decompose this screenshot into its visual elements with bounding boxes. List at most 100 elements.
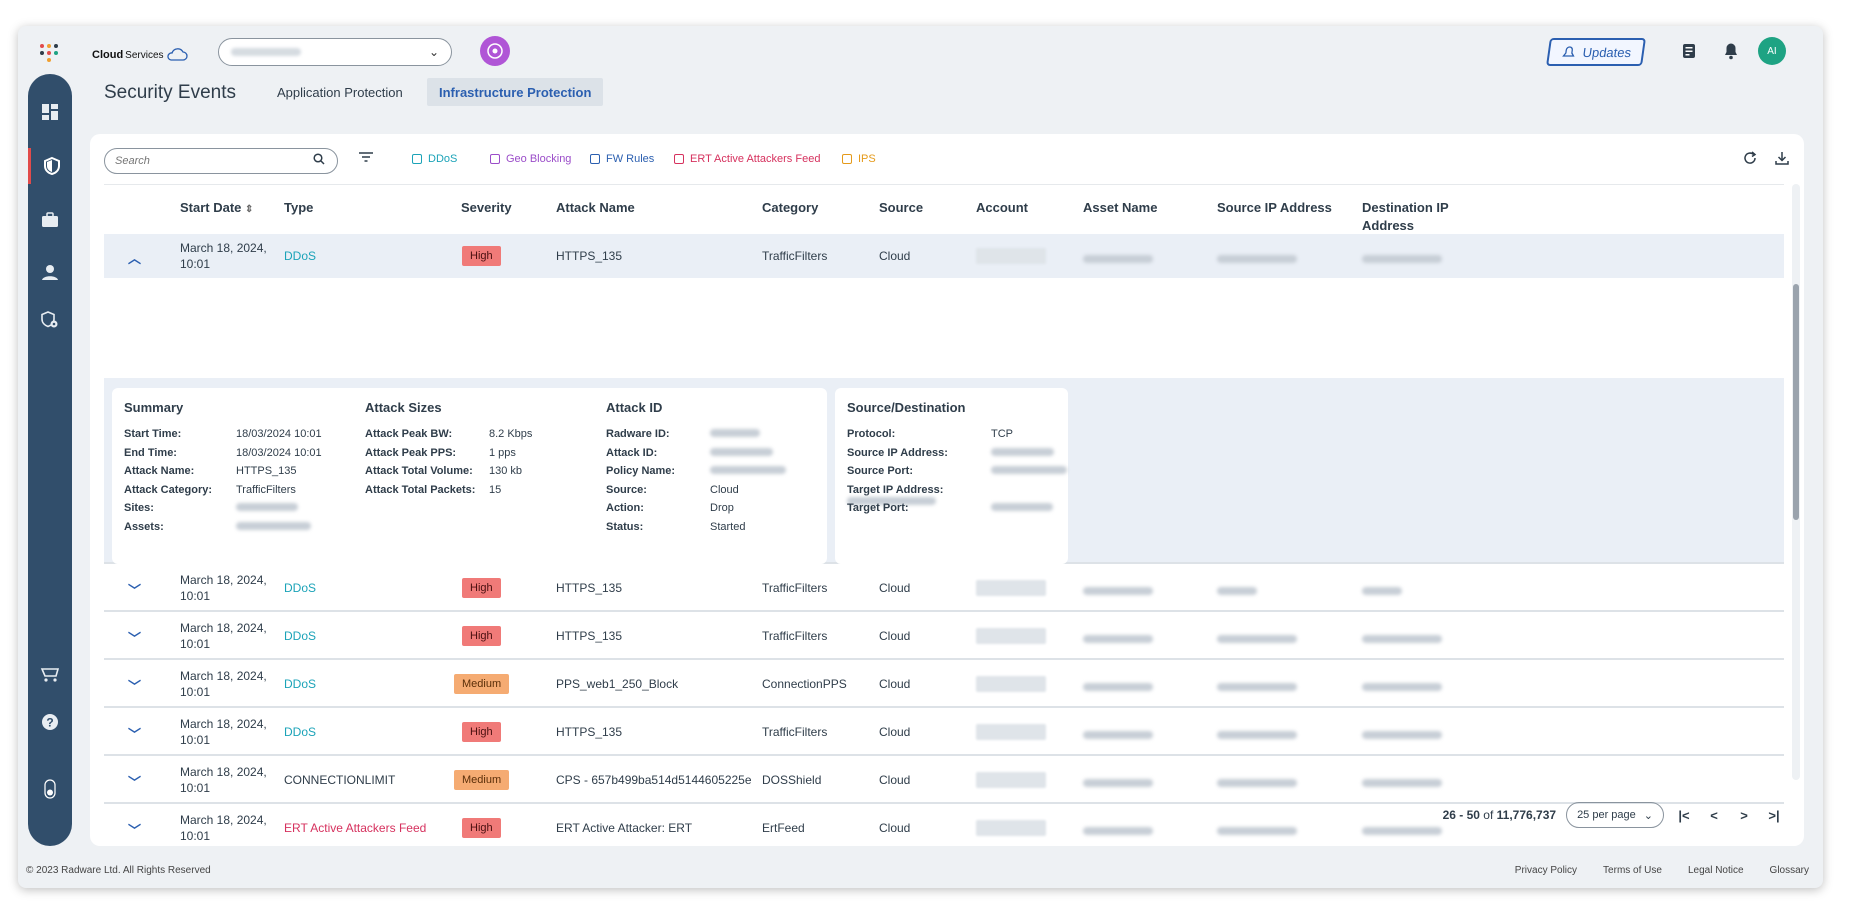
expand-chevron-icon[interactable]: ﹀ — [128, 679, 142, 694]
tab-application-protection[interactable]: Application Protection — [277, 84, 403, 100]
detail-key: Attack Total Packets: — [365, 483, 476, 496]
table-row[interactable]: ﹀ March 18, 2024, 10:01 DDoS High HTTPS_135 Tr… — [104, 708, 1784, 756]
per-page-select[interactable]: 25 per page ⌄ — [1566, 802, 1664, 828]
assistant-chat-icon[interactable] — [480, 36, 510, 66]
detail-field: Source Port: — [847, 465, 1067, 477]
checkbox[interactable] — [842, 154, 852, 164]
table-row[interactable]: ﹀ March 18, 2024, 10:01 DDoS High HTTPS_135 Tr… — [104, 612, 1784, 660]
expand-chevron-icon[interactable]: ﹀ — [128, 823, 142, 838]
previous-page-icon[interactable]: < — [1710, 807, 1718, 823]
footer-link-privacy[interactable]: Privacy Policy — [1514, 865, 1578, 876]
source-ip-cell-redacted — [1217, 824, 1297, 838]
account-select[interactable]: ⌄ — [218, 38, 452, 66]
detail-value-redacted — [236, 502, 298, 514]
detail-field: End Time: 18/03/2024 10:01 — [124, 447, 322, 459]
page-title: Security Events — [104, 82, 236, 103]
severity-badge: High — [462, 246, 501, 266]
sidebar-item-store[interactable] — [28, 656, 72, 692]
type-cell: DDoS — [284, 725, 317, 739]
expand-chevron-icon[interactable]: ﹀ — [128, 583, 142, 598]
shield-icon — [43, 156, 60, 176]
footer-link-legal[interactable]: Legal Notice — [1687, 865, 1744, 876]
table-row[interactable]: ︿ March 18, 2024, 10:01 DDoS High HTTPS_135 Tr… — [104, 234, 1784, 278]
account-cell-redacted — [976, 248, 1046, 267]
table-scrollbar[interactable] — [1792, 184, 1800, 780]
column-severity: Severity — [461, 200, 512, 215]
detail-key: Start Time: — [124, 428, 182, 440]
refresh-icon[interactable] — [1742, 150, 1758, 171]
type-cell: ERT Active Attackers Feed — [284, 821, 427, 835]
attack-name-cell: PPS_web1_250_Block — [556, 677, 679, 691]
detail-field: Protocol: TCP — [847, 428, 1013, 440]
updates-label: Updates — [1581, 44, 1633, 60]
sidebar-item-users[interactable] — [28, 254, 72, 290]
detail-value-redacted — [710, 428, 760, 440]
first-page-icon[interactable]: |< — [1678, 807, 1690, 823]
collapse-chevron-icon[interactable]: ︿ — [128, 251, 142, 266]
column-destination-ip: Destination IP Address — [1362, 200, 1449, 233]
start-date-cell: March 18, 2024, 10:01 — [180, 717, 267, 747]
sidebar-item-services[interactable] — [28, 202, 72, 238]
filter-geo-blocking[interactable]: Geo Blocking — [490, 153, 571, 165]
account-select-value-redacted — [231, 48, 301, 56]
download-icon[interactable] — [1774, 150, 1790, 171]
sidebar-toggle[interactable] — [28, 764, 72, 814]
source-cell: Cloud — [879, 821, 911, 835]
filter-icon[interactable] — [358, 150, 374, 169]
last-page-icon[interactable]: >| — [1768, 807, 1780, 823]
detail-field: Sites: — [124, 502, 298, 514]
sidebar-item-security[interactable] — [28, 148, 72, 184]
filter-ddos[interactable]: DDoS — [412, 153, 457, 165]
detail-field: Attack Name: HTTPS_135 — [124, 465, 297, 477]
footer-link-glossary[interactable]: Glossary — [1769, 865, 1809, 876]
sort-icon[interactable]: ⇕ — [245, 204, 254, 215]
expand-chevron-icon[interactable]: ﹀ — [128, 631, 142, 646]
sidebar-item-dashboard[interactable] — [28, 94, 72, 130]
notification-bell-icon[interactable] — [1720, 40, 1742, 62]
tab-infrastructure-protection[interactable]: Infrastructure Protection — [427, 78, 604, 106]
user-icon — [42, 265, 58, 280]
checkbox[interactable] — [490, 154, 500, 164]
table-row[interactable]: ﹀ March 18, 2024, 10:01 ERT Active Attacker… — [104, 804, 1784, 846]
detail-key: Attack Peak PPS: — [365, 446, 457, 459]
filter-ert-active-attackers-feed[interactable]: ERT Active Attackers Feed — [674, 153, 820, 165]
checkbox[interactable] — [412, 154, 422, 164]
pagination: 26 - 50 of 11,776,737 25 per page ⌄ |< < … — [1443, 802, 1784, 828]
table-row[interactable]: ﹀ March 18, 2024, 10:01 DDoS Medium PPS_web1_… — [104, 660, 1784, 708]
checkbox[interactable] — [674, 154, 684, 164]
scrollbar-thumb[interactable] — [1793, 284, 1799, 520]
source-cell: Cloud — [879, 725, 911, 739]
detail-key: Attack ID: — [606, 446, 658, 459]
expand-chevron-icon[interactable]: ﹀ — [128, 727, 142, 742]
expand-chevron-icon[interactable]: ﹀ — [128, 775, 142, 790]
search-icon[interactable] — [313, 153, 325, 168]
detail-key: Attack Category: — [124, 483, 213, 496]
start-date-cell: March 18, 2024, 10:01 — [180, 573, 267, 603]
footer: © 2023 Radware Ltd. All Rights Reserved … — [18, 862, 1823, 882]
column-start-date[interactable]: Start Date ⇕ — [180, 200, 254, 215]
detail-key: Assets: — [124, 520, 164, 533]
table-row[interactable]: ﹀ March 18, 2024, 10:01 DDoS High HTTPS_135 Tr… — [104, 564, 1784, 612]
attack-name-cell: ERT Active Attacker: ERT — [556, 821, 693, 835]
search-input[interactable] — [115, 155, 305, 167]
source-ip-cell-redacted — [1217, 776, 1297, 790]
event-details: Summary Start Time: 18/03/2024 10:01 End T… — [104, 378, 1784, 564]
filter-ips[interactable]: IPS — [842, 153, 876, 165]
app-grid-logo-icon[interactable] — [38, 42, 62, 64]
updates-button[interactable]: Updates — [1546, 38, 1646, 66]
checkbox[interactable] — [590, 154, 600, 164]
severity-badge: Medium — [454, 674, 510, 694]
notes-icon[interactable] — [1678, 40, 1700, 62]
filter-fw-rules[interactable]: FW Rules — [590, 153, 654, 165]
next-page-icon[interactable]: > — [1740, 807, 1748, 823]
sidebar-item-help[interactable]: ? — [28, 704, 72, 740]
summary-card: Summary Start Time: 18/03/2024 10:01 End T… — [112, 388, 388, 564]
asset-name-cell-redacted — [1083, 824, 1153, 838]
detail-key: Target IP Address: — [847, 483, 944, 496]
detail-value: TrafficFilters — [236, 483, 296, 496]
sidebar-item-shield-settings[interactable] — [28, 302, 72, 338]
footer-link-terms[interactable]: Terms of Use — [1603, 865, 1662, 876]
table-row[interactable]: ﹀ March 18, 2024, 10:01 CONNECTIONLIMIT Medi… — [104, 756, 1784, 804]
detail-key: Policy Name: — [606, 465, 676, 477]
user-avatar[interactable]: AI — [1758, 37, 1786, 65]
